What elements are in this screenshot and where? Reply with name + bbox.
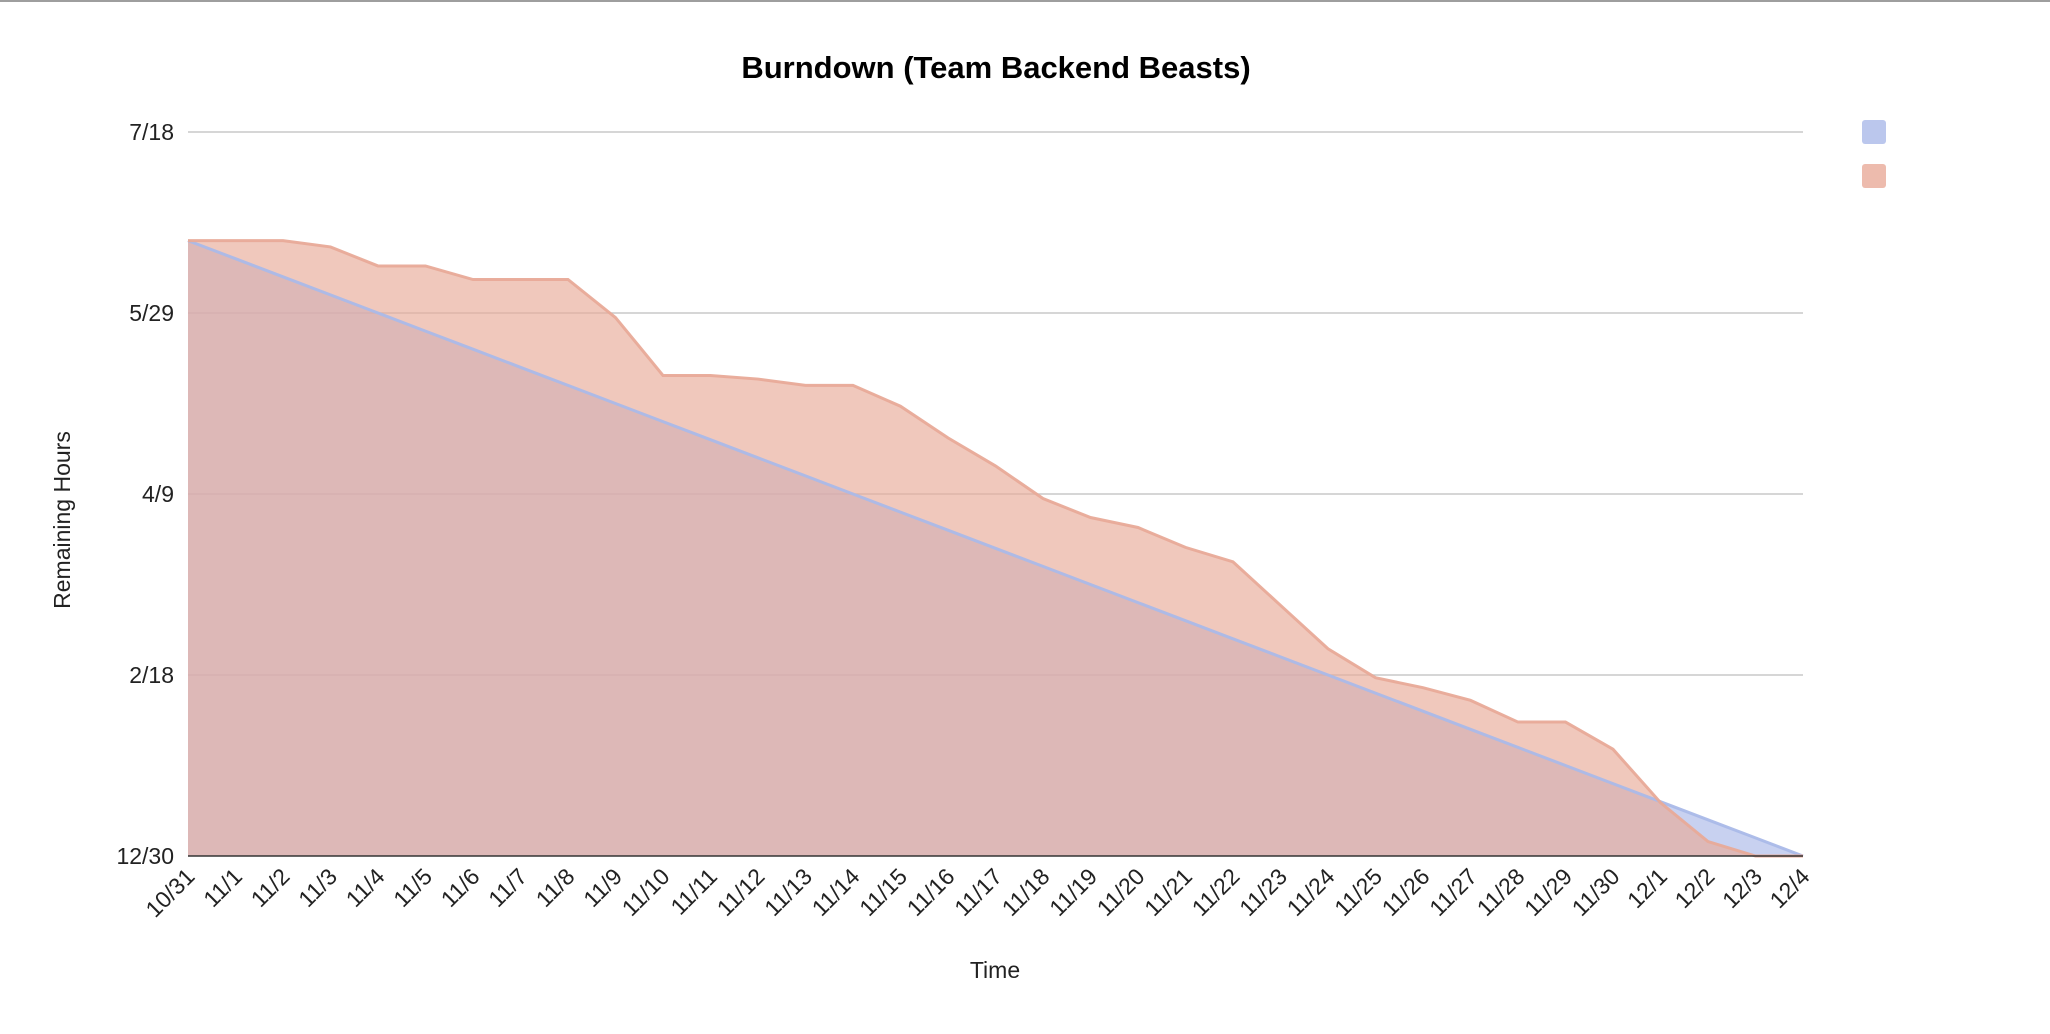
x-tick-label: 11/4 [341, 863, 390, 912]
x-tick-label: 11/1 [198, 863, 247, 912]
x-tick-label: 11/8 [531, 863, 580, 912]
y-tick-label: 4/9 [142, 481, 174, 507]
x-tick-label: 11/30 [1567, 863, 1625, 921]
x-tick-label: 11/15 [854, 863, 912, 921]
line-series-2 [188, 239, 1803, 858]
x-tick-label: 11/26 [1377, 863, 1435, 921]
x-tick-label: 11/10 [617, 863, 675, 921]
y-tick-label: 5/29 [129, 300, 174, 326]
legend-swatch-1 [1862, 120, 1886, 144]
x-tick-label: 12/1 [1622, 863, 1672, 913]
x-axis-label: Time [970, 957, 1020, 983]
x-tick-label: 10/31 [140, 863, 199, 922]
series-lines-layer [187, 239, 1804, 858]
x-tick-label: 12/3 [1717, 863, 1767, 913]
y-tick-label: 7/18 [129, 119, 174, 145]
x-tick-label: 11/19 [1044, 863, 1102, 921]
x-tick-label: 11/3 [293, 863, 342, 912]
x-tick-label: 11/27 [1424, 863, 1482, 921]
y-axis-ticks: 12/30 2/18 4/9 5/29 7/18 [116, 119, 174, 869]
x-tick-label: 11/17 [949, 863, 1007, 921]
x-tick-label: 11/14 [807, 863, 865, 921]
x-tick-label: 11/21 [1139, 863, 1197, 921]
x-tick-label: 12/2 [1669, 863, 1719, 913]
x-tick-label: 11/28 [1472, 863, 1530, 921]
x-tick-label: 11/18 [997, 863, 1055, 921]
y-tick-label: 12/30 [116, 843, 174, 869]
x-tick-label: 11/22 [1187, 863, 1245, 921]
x-tick-label: 11/13 [759, 863, 817, 921]
legend [1862, 120, 1886, 188]
x-tick-label: 11/20 [1092, 863, 1150, 921]
legend-swatch-2 [1862, 164, 1886, 188]
x-tick-label: 11/7 [483, 863, 532, 912]
x-tick-label: 12/4 [1764, 863, 1814, 913]
line-series-1 [187, 239, 1804, 858]
x-tick-label: 11/11 [665, 863, 722, 920]
x-tick-label: 11/12 [712, 863, 770, 921]
x-tick-label: 11/5 [388, 863, 437, 912]
x-tick-label: 11/25 [1329, 863, 1387, 921]
x-tick-label: 11/23 [1234, 863, 1292, 921]
x-tick-label: 11/16 [902, 863, 960, 921]
y-axis-label: Remaining Hours [49, 431, 75, 609]
window-top-border [0, 0, 2050, 2]
x-tick-label: 11/6 [436, 863, 485, 912]
x-tick-label: 11/29 [1519, 863, 1577, 921]
y-tick-label: 2/18 [129, 662, 174, 688]
chart-title: Burndown (Team Backend Beasts) [741, 50, 1250, 85]
x-tick-label: 11/2 [246, 863, 295, 912]
x-tick-label: 11/24 [1282, 863, 1340, 921]
